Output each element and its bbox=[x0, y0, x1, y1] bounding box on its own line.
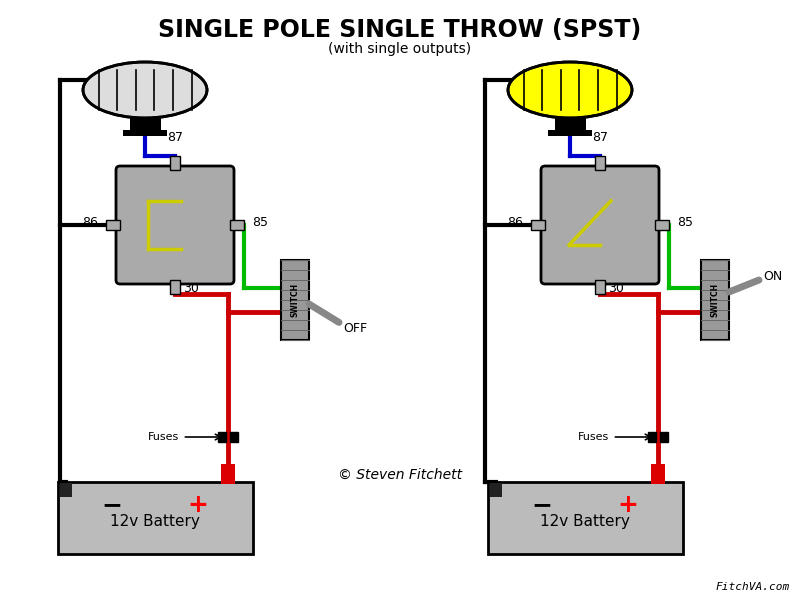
Text: SWITCH: SWITCH bbox=[290, 283, 299, 317]
Bar bbox=[218, 432, 226, 442]
Bar bbox=[230, 432, 238, 442]
Ellipse shape bbox=[508, 62, 632, 118]
Text: ON: ON bbox=[763, 269, 782, 283]
Text: © Steven Fitchett: © Steven Fitchett bbox=[338, 468, 462, 482]
Text: 30: 30 bbox=[183, 282, 199, 295]
Text: SWITCH: SWITCH bbox=[710, 283, 719, 317]
Bar bbox=[655, 220, 669, 230]
Bar bbox=[281, 260, 309, 340]
Bar bbox=[487, 482, 682, 554]
Bar bbox=[170, 280, 180, 294]
Bar bbox=[490, 483, 502, 497]
Bar bbox=[531, 220, 545, 230]
Text: 12v Battery: 12v Battery bbox=[540, 514, 630, 529]
Bar bbox=[221, 464, 234, 484]
Bar bbox=[701, 260, 729, 340]
Text: 85: 85 bbox=[677, 217, 693, 229]
Text: −: − bbox=[102, 493, 122, 517]
Bar bbox=[595, 280, 605, 294]
Text: 86: 86 bbox=[507, 217, 523, 229]
Bar bbox=[59, 483, 71, 497]
Text: −: − bbox=[532, 493, 553, 517]
Bar bbox=[595, 156, 605, 170]
Bar bbox=[123, 130, 166, 136]
Text: Fuses: Fuses bbox=[578, 432, 610, 442]
Bar bbox=[170, 156, 180, 170]
Bar bbox=[554, 118, 586, 132]
Text: +: + bbox=[187, 493, 208, 517]
Text: SINGLE POLE SINGLE THROW (SPST): SINGLE POLE SINGLE THROW (SPST) bbox=[158, 18, 642, 42]
Text: +: + bbox=[618, 493, 638, 517]
Text: 87: 87 bbox=[167, 131, 183, 144]
FancyBboxPatch shape bbox=[541, 166, 659, 284]
Text: FitchVA.com: FitchVA.com bbox=[716, 582, 790, 592]
Bar bbox=[106, 220, 120, 230]
Text: 30: 30 bbox=[608, 282, 624, 295]
Bar bbox=[650, 464, 665, 484]
FancyBboxPatch shape bbox=[116, 166, 234, 284]
Text: 87: 87 bbox=[592, 131, 608, 144]
Text: Fuses: Fuses bbox=[148, 432, 179, 442]
Bar bbox=[659, 432, 667, 442]
Text: OFF: OFF bbox=[343, 322, 367, 335]
Bar bbox=[548, 130, 592, 136]
Text: 12v Battery: 12v Battery bbox=[110, 514, 200, 529]
Bar bbox=[58, 482, 253, 554]
Text: 85: 85 bbox=[252, 217, 268, 229]
Bar bbox=[130, 118, 161, 132]
Ellipse shape bbox=[83, 62, 207, 118]
Bar bbox=[230, 220, 244, 230]
Bar bbox=[647, 432, 655, 442]
Text: (with single outputs): (with single outputs) bbox=[329, 42, 471, 56]
Text: 86: 86 bbox=[82, 217, 98, 229]
